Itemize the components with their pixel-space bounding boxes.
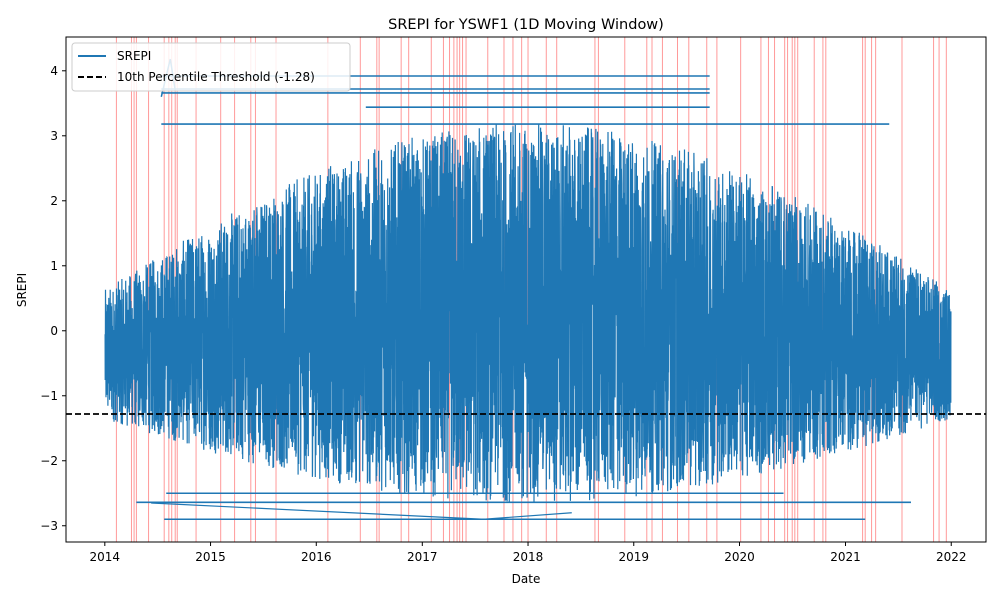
legend-label-threshold: 10th Percentile Threshold (-1.28) [117,70,315,84]
y-tick-label: 3 [50,129,58,143]
y-tick-label: 1 [50,259,58,273]
legend: SREPI 10th Percentile Threshold (-1.28) [71,42,351,92]
plot-frame [65,36,987,543]
y-tick-label: 2 [50,194,58,208]
y-tick-label: −2 [40,454,58,468]
y-axis: −3 −2 −1 0 1 2 3 4 [40,64,66,533]
x-tick-label: 2017 [407,550,438,564]
y-tick-label: −3 [40,519,58,533]
y-tick-label: 0 [50,324,58,338]
y-axis-label: SREPI [15,273,29,307]
x-tick-label: 2022 [936,550,967,564]
legend-box [71,42,351,92]
x-tick-label: 2019 [618,550,649,564]
x-axis-label: Date [512,572,541,586]
chart-title: SREPI for YSWF1 (1D Moving Window) [388,17,664,33]
y-tick-label: 4 [50,64,58,78]
x-tick-label: 2015 [195,550,226,564]
y-tick-label: −1 [40,389,58,403]
x-tick-label: 2021 [830,550,861,564]
x-tick-label: 2014 [90,550,121,564]
srepi-trough [151,502,572,520]
x-tick-label: 2018 [513,550,544,564]
x-tick-label: 2016 [301,550,332,564]
legend-label-srepi: SREPI [117,49,151,63]
x-axis: 2014 2015 2016 2017 2018 2019 2020 2021 2022 [90,542,967,564]
x-tick-label: 2020 [724,550,755,564]
srepi-line [104,123,952,503]
